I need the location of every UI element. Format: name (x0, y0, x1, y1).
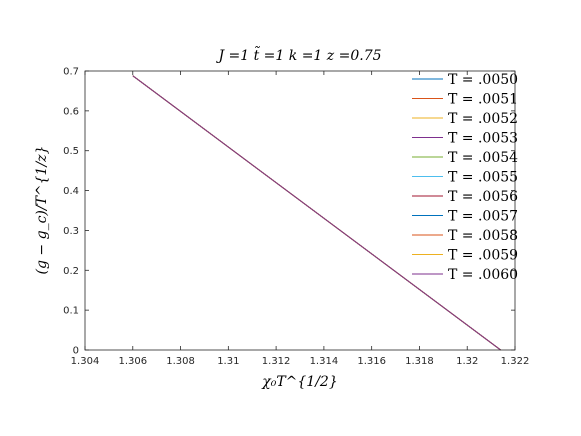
y-tick-label: 0.5 (63, 146, 79, 157)
y-axis-ticks: 0 0.1 0.2 0.3 0.4 0.5 0.6 0.7 (63, 67, 515, 357)
x-axis-label: χ₀T^{1/2} (261, 374, 338, 390)
x-tick-label: 1.32 (456, 356, 478, 367)
y-tick-label: 0.7 (63, 67, 79, 78)
x-axis-ticks: 1.304 1.306 1.308 1.31 1.312 1.314 1.316 1.318 1… (71, 71, 530, 367)
x-tick-label: 1.318 (405, 356, 434, 367)
x-tick-label: 1.316 (357, 356, 386, 367)
series-layer (132, 75, 501, 351)
series-line-11 (132, 75, 501, 351)
x-tick-label: 1.304 (71, 356, 100, 367)
x-tick-label: 1.314 (310, 356, 339, 367)
y-tick-label: 0.2 (63, 266, 79, 277)
x-tick-label: 1.308 (166, 356, 195, 367)
y-tick-label: 0 (73, 346, 79, 357)
y-tick-label: 0.3 (63, 226, 79, 237)
legend-entry-label: T = .0056 (448, 189, 518, 205)
y-tick-label: 0.4 (63, 186, 79, 197)
y-tick-label: 0.1 (63, 306, 79, 317)
x-tick-label: 1.31 (217, 356, 239, 367)
y-axis-label: (g − g_c)/T^{1/z} (34, 146, 50, 275)
legend-entry-label: T = .0059 (448, 248, 518, 264)
x-tick-label: 1.312 (262, 356, 291, 367)
legend-entry-label: T = .0057 (448, 209, 518, 225)
legend-entry-label: T = .0058 (448, 228, 518, 244)
legend-entry-label: T = .0052 (448, 111, 518, 127)
legend-entry-label: T = .0051 (448, 92, 518, 108)
x-tick-label: 1.322 (501, 356, 530, 367)
y-tick-label: 0.6 (63, 106, 79, 117)
legend-entry-label: T = .0055 (448, 170, 518, 186)
legend-entry-label: T = .0053 (448, 131, 518, 147)
x-tick-label: 1.306 (118, 356, 147, 367)
chart-title: J =1 t̃ =1 k =1 z =0.75 (215, 45, 381, 64)
legend-entry-label: T = .0060 (448, 267, 518, 283)
legend-entry-label: T = .0054 (448, 150, 518, 166)
plot-area-border (84, 70, 516, 351)
legend-entry-label: T = .0050 (448, 72, 518, 88)
legend: T = .0050 T = .0051 T = .0052 T = .0053 T = … (412, 72, 518, 283)
